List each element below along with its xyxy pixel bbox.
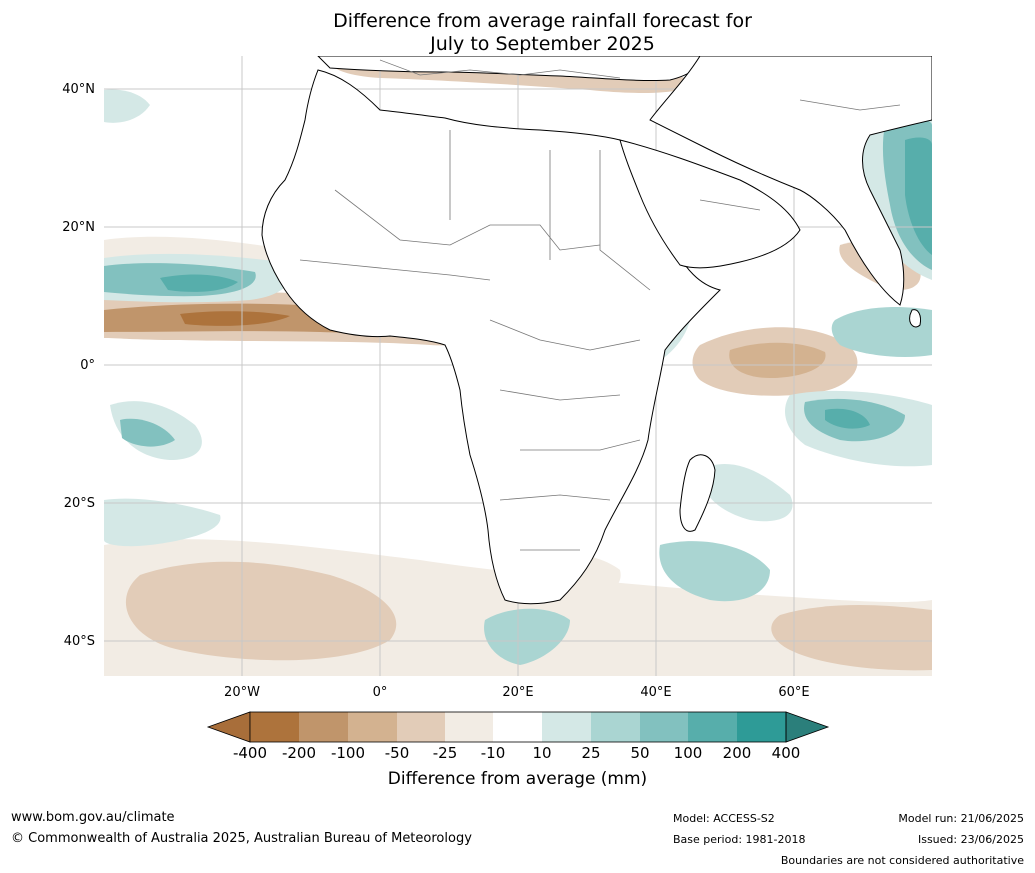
footer-disclaimer: Boundaries are not considered authoritat… <box>780 854 1024 867</box>
north-atlantic-wet <box>104 89 150 123</box>
colorbar-tick-label: 25 <box>581 744 601 762</box>
colorbar-outline <box>249 711 787 743</box>
bay-of-bengal-wet-core <box>905 137 932 255</box>
footer-model-run: Model run: 21/06/2025 <box>898 812 1024 825</box>
map-title-line-1: Difference from average rainfall forecas… <box>333 10 752 32</box>
colorbar-swatch <box>493 712 542 742</box>
colorbar-swatch <box>640 712 688 742</box>
equatorial-indian-wet-core <box>825 408 870 429</box>
sri-lanka-outline <box>909 309 921 328</box>
colorbar-tick-label: -100 <box>330 744 366 762</box>
footer-base-period: Base period: 1981-2018 <box>673 833 806 846</box>
maldives-wet <box>831 307 932 357</box>
colorbar-swatch <box>397 712 445 742</box>
arabian-peninsula-outline <box>619 139 801 269</box>
lat-label-20s: 20°S <box>63 496 95 511</box>
gulf-guinea-dry-core <box>180 311 290 326</box>
colorbar-tick-label: -400 <box>232 744 268 762</box>
lon-label-40e: 40°E <box>640 685 672 700</box>
lat-label-40s: 40°S <box>63 634 95 649</box>
mozambique-channel-wet <box>659 541 770 602</box>
colorbar-swatch <box>445 712 493 742</box>
colorbar-swatch <box>688 712 737 742</box>
colorbar-tick-label: -50 <box>384 744 410 762</box>
madagascar-wet <box>700 464 793 522</box>
colorbar-tick-label: 400 <box>771 744 801 762</box>
angola-atlantic-wet-core <box>120 418 175 447</box>
colorbar-swatch <box>737 712 786 742</box>
cape-wet <box>484 608 570 665</box>
colorbar-swatch <box>299 712 348 742</box>
colorbar-swatch <box>250 712 299 742</box>
footer-model: Model: ACCESS-S2 <box>673 812 775 825</box>
footer-website: www.bom.gov.au/climate <box>11 810 175 825</box>
lat-label-20n: 20°N <box>62 220 95 235</box>
colorbar-tick-label: -200 <box>281 744 317 762</box>
africa-outline <box>261 69 721 605</box>
asia-outline <box>649 56 932 306</box>
south-atlantic-wet <box>104 498 221 547</box>
colorbar-tick-label: 50 <box>630 744 650 762</box>
coastlines <box>261 56 932 605</box>
colorbar <box>206 711 830 743</box>
south-indian-dry <box>771 605 932 671</box>
colorbar-swatch <box>348 712 397 742</box>
europe-outline <box>317 56 702 82</box>
rainfall-anomaly-shading <box>104 56 932 676</box>
lat-label-equator: 0° <box>80 358 95 373</box>
colorbar-tick-label: 100 <box>673 744 703 762</box>
tropical-atlantic-wet-core <box>160 274 238 292</box>
country-borders <box>299 59 901 551</box>
arabian-sea-dry-core <box>729 342 826 378</box>
colorbar-tick-label: -25 <box>432 744 458 762</box>
colorbar-tick-label: 10 <box>532 744 552 762</box>
colorbar-extend-high <box>785 711 830 743</box>
footer-issued: Issued: 23/06/2025 <box>917 833 1024 846</box>
colorbar-swatch <box>542 712 591 742</box>
colorbar-tick-label: -10 <box>480 744 506 762</box>
map-title-line-2: July to September 2025 <box>430 33 655 55</box>
madagascar-outline <box>679 454 716 532</box>
lon-label-0: 0° <box>372 685 388 700</box>
colorbar-tick-label: 200 <box>722 744 752 762</box>
lon-label-20e: 20°E <box>502 685 534 700</box>
colorbar-swatch <box>591 712 640 742</box>
colorbar-extend-low <box>206 711 251 743</box>
lat-label-40n: 40°N <box>62 82 95 97</box>
south-atlantic-dry <box>125 561 397 661</box>
colorbar-title: Difference from average (mm) <box>387 769 648 789</box>
lon-label-60e: 60°E <box>778 685 810 700</box>
lon-label-20w: 20°W <box>224 685 260 700</box>
footer-copyright: © Commonwealth of Australia 2025, Austra… <box>11 831 472 846</box>
